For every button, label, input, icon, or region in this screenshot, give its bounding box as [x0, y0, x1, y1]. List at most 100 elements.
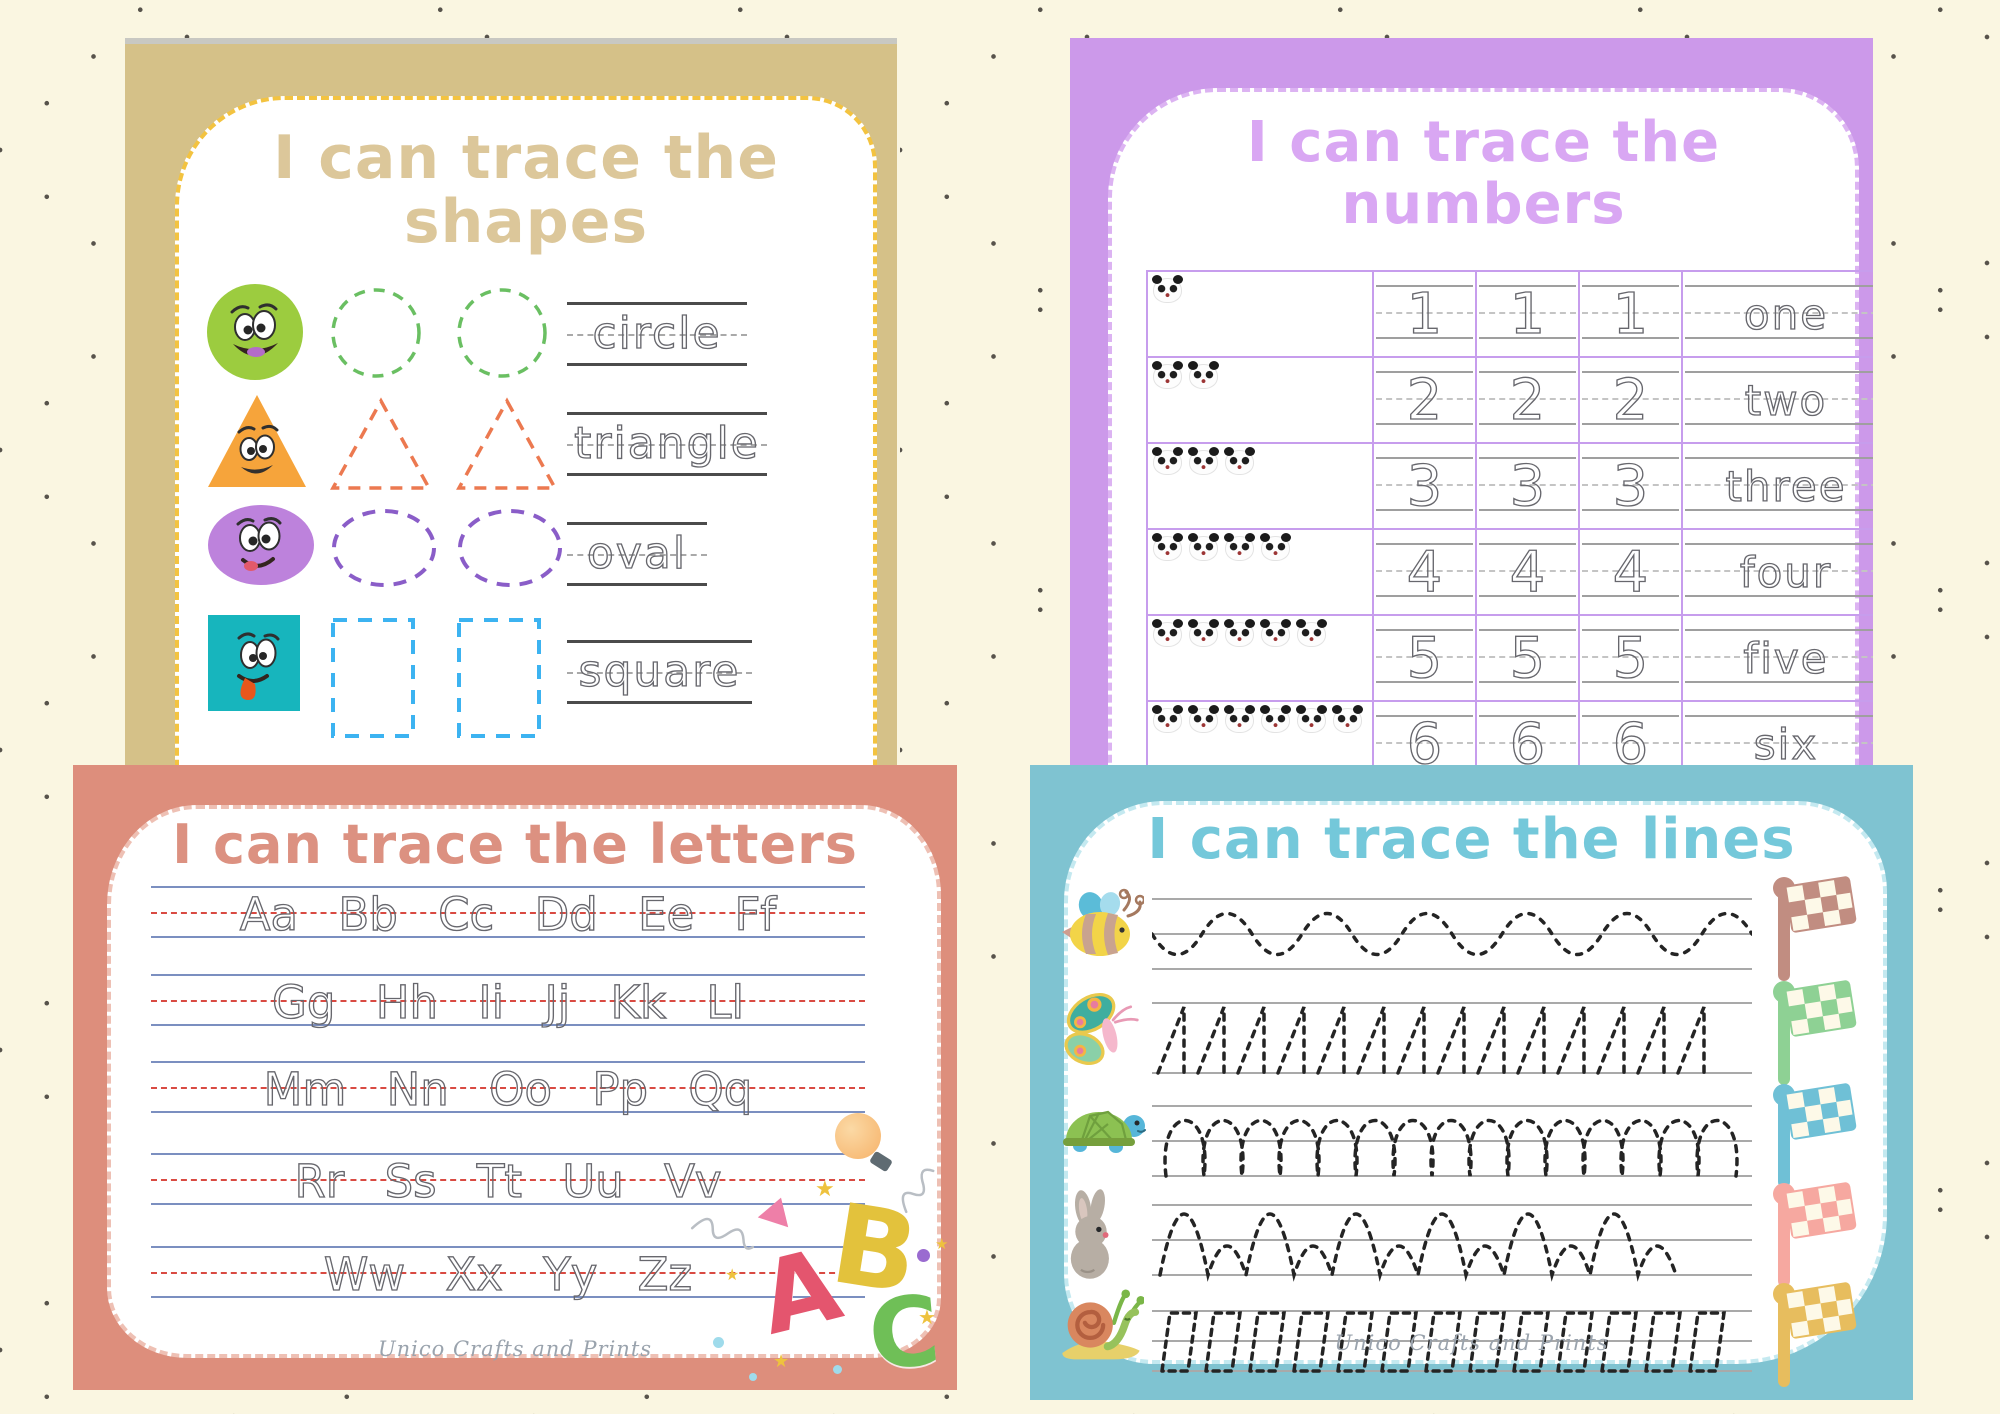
arch-trace-pattern: [1152, 1204, 1752, 1282]
panda-icon: [1260, 533, 1291, 560]
trace-line-row-butterfly: [1030, 980, 1913, 1087]
rabbit-icon: [1070, 1189, 1109, 1279]
shape-row-square: square: [179, 608, 873, 738]
dashed-triangle-icon: [330, 397, 432, 490]
panda-icon: [1296, 619, 1327, 646]
number-row-1: 1 1 1 one: [1148, 272, 1873, 358]
numbers-worksheet: I can trace the numbers 1 1 1 one 2 2 2 …: [1070, 38, 1873, 765]
slanted-loop-trace-pattern: [1152, 1310, 1752, 1373]
digit-cell: 2: [1374, 358, 1477, 442]
panda-icon: [1152, 275, 1183, 302]
shapes-worksheet-paper: I can trace the shapes circle: [175, 96, 877, 771]
star-icon: ★: [918, 1305, 936, 1329]
digit-cell: 5: [1580, 616, 1683, 700]
dot-decor-icon: [833, 1365, 842, 1374]
letters-title: I can trace the letters: [172, 813, 858, 876]
panda-icon: [1188, 361, 1219, 388]
trace-word-square: square: [567, 640, 752, 704]
number-row-3: 3 3 3 three: [1148, 444, 1873, 530]
trace-word-triangle: triangle: [567, 412, 767, 476]
number-word-cell: five: [1683, 616, 1873, 700]
digit-cell: 6: [1374, 702, 1477, 765]
panda-icon: [1224, 619, 1255, 646]
digit-cell: 1: [1580, 272, 1683, 356]
squiggle-icon: [690, 1217, 755, 1250]
number-word-cell: two: [1683, 358, 1873, 442]
numbers-title: I can trace the numbers: [1246, 110, 1721, 237]
number-word-cell: four: [1683, 530, 1873, 614]
butterfly-icon: [1064, 992, 1139, 1066]
dashed-square-icon: [457, 618, 541, 738]
panda-icon: [1152, 361, 1183, 388]
panda-icon: [1152, 705, 1183, 732]
panda-count-cell: [1148, 616, 1374, 700]
wave-trace-pattern: [1152, 898, 1752, 970]
panda-icon: [1188, 533, 1219, 560]
panda-icon: [1152, 447, 1183, 474]
lines-title: I can trace the lines: [1147, 807, 1796, 872]
panda-icon: [1260, 619, 1291, 646]
number-word-cell: one: [1683, 272, 1873, 356]
panda-icon: [1296, 705, 1327, 732]
letter-row-1: Aa Bb Cc Dd Ee Ff: [151, 886, 865, 939]
number-word-cell: three: [1683, 444, 1873, 528]
checkered-flag-icon: [1773, 1182, 1857, 1287]
shapes-worksheet: I can trace the shapes circle: [125, 38, 897, 771]
digit-cell: 4: [1374, 530, 1477, 614]
oval-face-icon: [208, 505, 314, 585]
panda-icon: [1332, 705, 1363, 732]
digit-cell: 5: [1477, 616, 1580, 700]
number-row-5: 5 5 5 five: [1148, 616, 1873, 702]
dashed-circle-icon: [331, 288, 421, 378]
snail-icon: [1062, 1289, 1144, 1360]
number-row-4: 4 4 4 four: [1148, 530, 1873, 616]
shape-row-triangle: triangle: [179, 388, 873, 498]
star-icon: ★: [935, 1235, 949, 1253]
dashed-triangle-icon: [456, 397, 558, 490]
trace-line-row-snail: [1030, 1282, 1913, 1389]
loop-trace-pattern: [1152, 1105, 1752, 1178]
letter-row-5: Ww Xx Yy Zz: [151, 1246, 865, 1299]
trace-word-oval: oval: [567, 522, 707, 586]
circle-face-icon: [207, 284, 303, 380]
square-face-icon: [208, 615, 300, 711]
numbers-table: 1 1 1 one 2 2 2 two 3 3 3 three: [1146, 270, 1873, 765]
checkered-flag-icon: [1773, 876, 1857, 981]
dot-decor-icon: [713, 1337, 724, 1348]
digit-cell: 4: [1580, 530, 1683, 614]
number-row-2: 2 2 2 two: [1148, 358, 1873, 444]
panda-icon: [1152, 619, 1183, 646]
dashed-square-icon: [331, 618, 415, 738]
shape-row-oval: oval: [179, 498, 873, 608]
panda-icon: [1224, 447, 1255, 474]
dot-decor-icon: [917, 1249, 930, 1262]
checkered-flag-icon: [1773, 1083, 1857, 1188]
lines-worksheet: I can trace the lines: [1030, 765, 1913, 1400]
dashed-oval-icon: [458, 509, 562, 587]
digit-cell: 5: [1374, 616, 1477, 700]
panda-icon: [1188, 705, 1219, 732]
star-icon: ★: [815, 1177, 835, 1202]
digit-cell: 4: [1477, 530, 1580, 614]
panda-count-cell: [1148, 702, 1374, 765]
zigzag-trace-pattern: [1152, 1002, 1752, 1075]
lightbulb-icon: [835, 1113, 881, 1159]
digit-cell: 3: [1374, 444, 1477, 528]
trace-line-row-turtle: [1030, 1083, 1913, 1190]
panda-icon: [1224, 533, 1255, 560]
panda-icon: [1224, 705, 1255, 732]
bee-icon: [1062, 888, 1144, 956]
number-word-cell: six: [1683, 702, 1873, 765]
letter-row-2: Gg Hh Ii Jj Kk Ll: [151, 974, 865, 1027]
squiggle-icon: [901, 1168, 935, 1214]
letters-worksheet: I can trace the letters Aa Bb Cc Dd Ee F…: [73, 765, 957, 1390]
panda-count-cell: [1148, 444, 1374, 528]
trace-word-circle: circle: [567, 302, 747, 366]
trace-line-row-bee: [1030, 876, 1913, 983]
turtle-icon: [1063, 1110, 1146, 1153]
panda-icon: [1188, 447, 1219, 474]
dashed-circle-icon: [457, 288, 547, 378]
letter-row-3: Mm Nn Oo Pp Qq: [151, 1061, 865, 1114]
digit-cell: 1: [1374, 272, 1477, 356]
